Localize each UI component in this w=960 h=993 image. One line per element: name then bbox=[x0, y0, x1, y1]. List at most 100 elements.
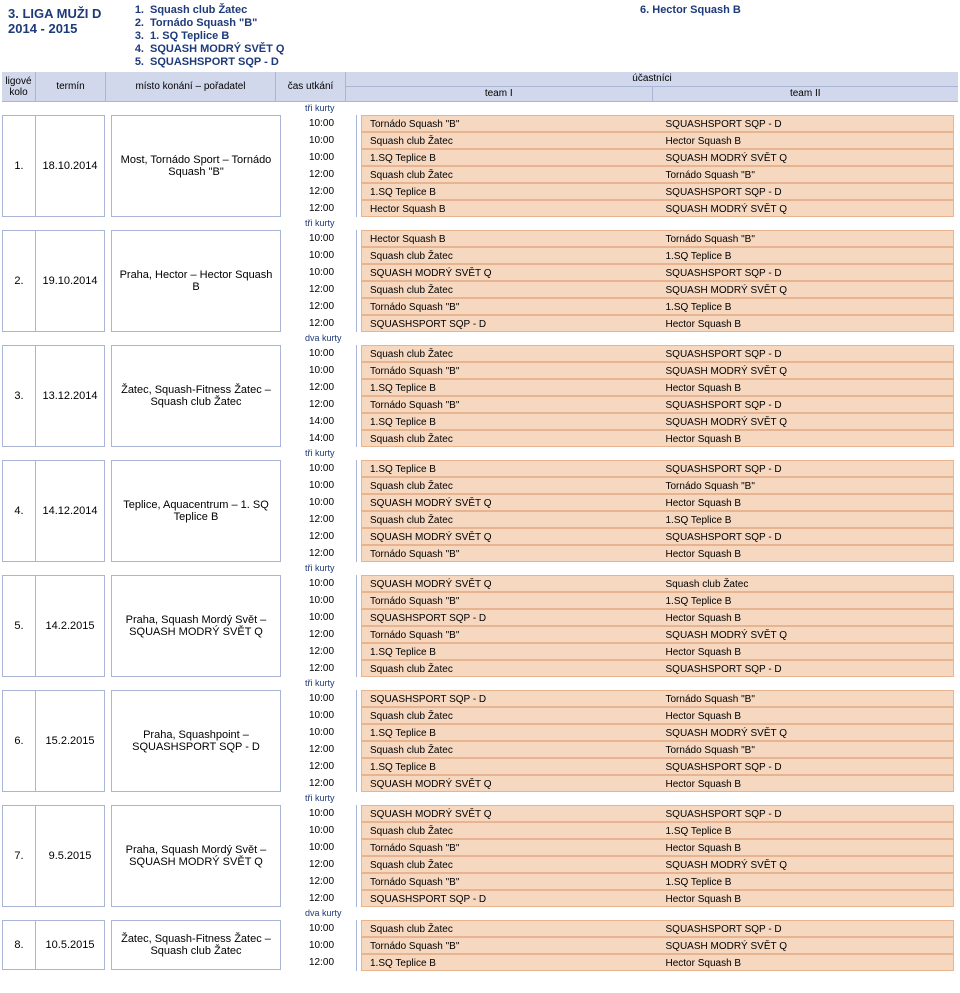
match-team1: Squash club Žatec bbox=[361, 345, 658, 362]
header-teams-list: 1.Squash club Žatec2.Tornádo Squash "B"3… bbox=[128, 4, 284, 68]
match-team1: Squash club Žatec bbox=[361, 281, 658, 298]
match-team1: SQUASH MODRÝ SVĚT Q bbox=[361, 494, 658, 511]
match-team1: 1.SQ Teplice B bbox=[361, 379, 658, 396]
match-row: 12:00Squash club ŽatecTornádo Squash "B" bbox=[287, 741, 958, 758]
match-time: 12:00 bbox=[287, 200, 357, 217]
col-cas: čas utkání bbox=[276, 72, 346, 101]
match-row: 12:00Tornádo Squash "B"1.SQ Teplice B bbox=[287, 873, 958, 890]
match-team2: SQUASHSPORT SQP - D bbox=[658, 758, 955, 775]
match-time: 12:00 bbox=[287, 856, 357, 873]
match-time: 12:00 bbox=[287, 315, 357, 332]
kurty-label: tři kurty bbox=[287, 792, 958, 805]
match-row: 12:001.SQ Teplice BHector Squash B bbox=[287, 379, 958, 396]
match-team2: 1.SQ Teplice B bbox=[658, 873, 955, 890]
match-row: 12:001.SQ Teplice BSQUASHSPORT SQP - D bbox=[287, 183, 958, 200]
match-team2: Squash club Žatec bbox=[658, 575, 955, 592]
header-team-num: 2. bbox=[128, 17, 150, 29]
match-time: 12:00 bbox=[287, 511, 357, 528]
header-team-6: 6. Hector Squash B bbox=[640, 4, 741, 16]
league-line1: 3. LIGA MUŽI D bbox=[8, 6, 128, 21]
match-time: 12:00 bbox=[287, 545, 357, 562]
header-team6-name: Hector Squash B bbox=[652, 4, 741, 16]
match-team1: Squash club Žatec bbox=[361, 477, 658, 494]
match-team1: Squash club Žatec bbox=[361, 430, 658, 447]
termin-cell: 9.5.2015 bbox=[35, 805, 105, 907]
match-team1: Tornádo Squash "B" bbox=[361, 298, 658, 315]
match-time: 12:00 bbox=[287, 183, 357, 200]
match-row: 10:00SQUASH MODRÝ SVĚT QSQUASHSPORT SQP … bbox=[287, 264, 958, 281]
match-time: 10:00 bbox=[287, 805, 357, 822]
kolo-cell: 6. bbox=[2, 690, 36, 792]
match-row: 12:00SQUASH MODRÝ SVĚT QHector Squash B bbox=[287, 775, 958, 792]
match-time: 12:00 bbox=[287, 873, 357, 890]
termin-cell: 18.10.2014 bbox=[35, 115, 105, 217]
round-block: 2.19.10.2014Praha, Hector – Hector Squas… bbox=[2, 217, 958, 332]
match-team2: Hector Squash B bbox=[658, 707, 955, 724]
col-misto: místo konání – pořadatel bbox=[106, 72, 276, 101]
match-team2: 1.SQ Teplice B bbox=[658, 247, 955, 264]
match-team2: Hector Squash B bbox=[658, 545, 955, 562]
match-team2: 1.SQ Teplice B bbox=[658, 298, 955, 315]
misto-cell: Praha, Hector – Hector Squash B bbox=[111, 230, 281, 332]
match-row: 10:00Squash club ŽatecSQUASHSPORT SQP - … bbox=[287, 345, 958, 362]
match-time: 10:00 bbox=[287, 724, 357, 741]
match-row: 12:00Tornádo Squash "B"1.SQ Teplice B bbox=[287, 298, 958, 315]
match-team1: 1.SQ Teplice B bbox=[361, 183, 658, 200]
round-right: tři kurty10:001.SQ Teplice BSQUASHSPORT … bbox=[287, 447, 958, 562]
header-team-row: 3.1. SQ Teplice B bbox=[128, 30, 284, 42]
match-team1: 1.SQ Teplice B bbox=[361, 758, 658, 775]
match-team2: SQUASH MODRÝ SVĚT Q bbox=[658, 200, 955, 217]
round-block: 3.13.12.2014Žatec, Squash-Fitness Žatec … bbox=[2, 332, 958, 447]
match-time: 12:00 bbox=[287, 379, 357, 396]
match-time: 14:00 bbox=[287, 430, 357, 447]
match-time: 12:00 bbox=[287, 298, 357, 315]
match-time: 12:00 bbox=[287, 890, 357, 907]
round-right: tři kurty10:00SQUASH MODRÝ SVĚT QSQUASHS… bbox=[287, 792, 958, 907]
round-block: 4.14.12.2014Teplice, Aquacentrum – 1. SQ… bbox=[2, 447, 958, 562]
match-time: 10:00 bbox=[287, 690, 357, 707]
misto-cell: Žatec, Squash-Fitness Žatec – Squash clu… bbox=[111, 920, 281, 970]
match-time: 12:00 bbox=[287, 643, 357, 660]
match-team2: Hector Squash B bbox=[658, 315, 955, 332]
round-block: 7.9.5.2015Praha, Squash Mordý Svět – SQU… bbox=[2, 792, 958, 907]
match-team1: 1.SQ Teplice B bbox=[361, 954, 658, 971]
kurty-label: tři kurty bbox=[287, 447, 958, 460]
kolo-cell: 5. bbox=[2, 575, 36, 677]
match-row: 12:00Tornádo Squash "B"SQUASHSPORT SQP -… bbox=[287, 396, 958, 413]
match-team2: SQUASHSPORT SQP - D bbox=[658, 396, 955, 413]
col-team1: team I bbox=[346, 87, 653, 101]
match-team2: SQUASHSPORT SQP - D bbox=[658, 805, 955, 822]
match-time: 10:00 bbox=[287, 460, 357, 477]
match-team2: SQUASHSPORT SQP - D bbox=[658, 528, 955, 545]
match-row: 10:001.SQ Teplice BSQUASH MODRÝ SVĚT Q bbox=[287, 149, 958, 166]
match-row: 12:00Squash club ŽatecSQUASH MODRÝ SVĚT … bbox=[287, 281, 958, 298]
match-team2: Hector Squash B bbox=[658, 379, 955, 396]
col-ucastnici: účastníci team I team II bbox=[346, 72, 958, 101]
match-time: 12:00 bbox=[287, 626, 357, 643]
match-time: 10:00 bbox=[287, 920, 357, 937]
match-time: 10:00 bbox=[287, 264, 357, 281]
match-row: 12:001.SQ Teplice BHector Squash B bbox=[287, 954, 958, 971]
match-team2: SQUASH MODRÝ SVĚT Q bbox=[658, 937, 955, 954]
kolo-cell: 2. bbox=[2, 230, 36, 332]
header-team6-num: 6. bbox=[640, 4, 649, 16]
match-team1: SQUASHSPORT SQP - D bbox=[361, 890, 658, 907]
match-team2: 1.SQ Teplice B bbox=[658, 822, 955, 839]
match-time: 12:00 bbox=[287, 660, 357, 677]
match-team2: Tornádo Squash "B" bbox=[658, 741, 955, 758]
header-team-row: 5.SQUASHSPORT SQP - D bbox=[128, 56, 284, 68]
match-row: 12:00Tornádo Squash "B"Hector Squash B bbox=[287, 545, 958, 562]
match-time: 12:00 bbox=[287, 166, 357, 183]
match-team1: Squash club Žatec bbox=[361, 166, 658, 183]
match-team2: Hector Squash B bbox=[658, 430, 955, 447]
match-row: 12:00Squash club Žatec1.SQ Teplice B bbox=[287, 511, 958, 528]
kolo-cell: 8. bbox=[2, 920, 36, 970]
match-row: 12:00Squash club ŽatecSQUASHSPORT SQP - … bbox=[287, 660, 958, 677]
match-time: 10:00 bbox=[287, 494, 357, 511]
match-team2: SQUASH MODRÝ SVĚT Q bbox=[658, 626, 955, 643]
match-time: 10:00 bbox=[287, 609, 357, 626]
match-team1: Hector Squash B bbox=[361, 230, 658, 247]
termin-cell: 13.12.2014 bbox=[35, 345, 105, 447]
header-team-name: Squash club Žatec bbox=[150, 4, 247, 16]
match-team2: Hector Squash B bbox=[658, 609, 955, 626]
